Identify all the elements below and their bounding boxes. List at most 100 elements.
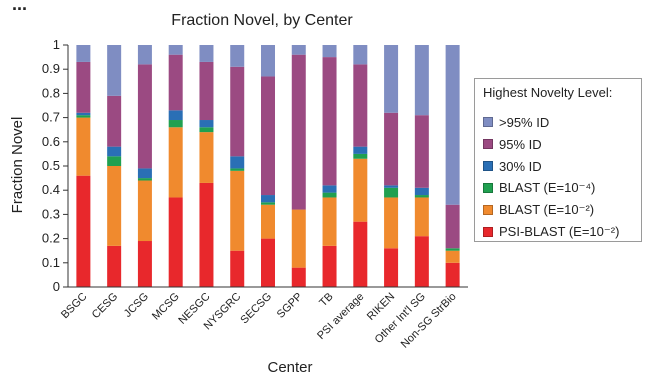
- bar-segment: [261, 195, 275, 203]
- bar-segment: [353, 64, 368, 147]
- bar-segment: [261, 76, 275, 196]
- bar-segment: [199, 120, 214, 128]
- x-tick-label: SGPP: [275, 291, 305, 321]
- y-tick-label: 0.3: [42, 206, 60, 221]
- x-tick-label: CESG: [90, 291, 121, 322]
- bar-segment: [168, 110, 183, 121]
- bar-segment: [322, 245, 337, 287]
- bar-segment: [414, 236, 429, 287]
- bar-segment: [137, 64, 152, 169]
- y-axis-label: Fraction Novel: [9, 117, 26, 214]
- bar-segment: [353, 146, 368, 154]
- legend-swatch: [483, 139, 493, 149]
- bar-segment: [414, 187, 429, 196]
- bar-segment: [199, 182, 214, 287]
- bar-segment: [107, 146, 122, 157]
- legend-label: BLAST (E=10⁻⁴): [499, 180, 596, 195]
- y-tick-label: 0.2: [42, 231, 60, 246]
- legend-item: PSI-BLAST (E=10⁻²): [483, 223, 619, 241]
- bar-segment: [230, 66, 245, 157]
- bar-segment: [107, 245, 122, 287]
- x-tick-label: Non-SG StrBio: [399, 291, 459, 351]
- legend-swatch: [483, 205, 493, 215]
- bar-segment: [291, 209, 306, 268]
- bar-segment: [168, 45, 183, 55]
- legend-item: 95% ID: [483, 135, 542, 153]
- legend-swatch: [483, 227, 493, 237]
- bar-segment: [322, 45, 337, 58]
- bar-segment: [199, 127, 214, 133]
- y-tick-label: 1: [53, 37, 60, 52]
- bar-segment: [230, 156, 245, 169]
- x-tick-label: JCSG: [122, 291, 151, 320]
- bar-segment: [384, 112, 399, 186]
- bar-segment: [322, 192, 337, 198]
- legend-label: BLAST (E=10⁻²): [499, 202, 595, 217]
- bar-segment: [353, 158, 368, 222]
- bar-segment: [261, 238, 275, 287]
- bar-segment: [445, 250, 460, 263]
- bar-segment: [384, 248, 399, 287]
- bar-segment: [168, 127, 183, 198]
- bar-segment: [76, 175, 91, 287]
- x-tick-label: SECSG: [238, 291, 274, 327]
- bar-segment: [445, 45, 460, 205]
- partial-header-text: ...: [12, 0, 27, 14]
- x-tick-label: BSGC: [59, 291, 90, 322]
- bar-segment: [199, 132, 214, 183]
- y-tick-label: 0.4: [42, 182, 60, 197]
- legend-item: >95% ID: [483, 113, 549, 131]
- legend-item: BLAST (E=10⁻²): [483, 201, 594, 219]
- bar-segment: [414, 197, 429, 237]
- x-axis-label: Center: [267, 359, 312, 376]
- bar-segment: [76, 112, 91, 116]
- bar-segment: [291, 45, 306, 55]
- bar-segment: [168, 120, 183, 128]
- bar-segment: [137, 241, 152, 287]
- bar-segment: [230, 168, 245, 171]
- legend: Highest Novelty Level: >95% ID 95% ID 30% …: [474, 78, 642, 242]
- legend-swatch: [483, 117, 493, 127]
- bar-segment: [414, 115, 429, 188]
- bar-segment: [137, 45, 152, 65]
- bar-segment: [107, 166, 122, 246]
- y-tick-label: 0.1: [42, 255, 60, 270]
- legend-swatch: [483, 161, 493, 171]
- bar-segment: [76, 115, 91, 118]
- bar-segment: [384, 187, 399, 198]
- legend-title: Highest Novelty Level:: [483, 85, 613, 100]
- bar-segment: [76, 45, 91, 62]
- bar-segment: [230, 170, 245, 251]
- bar-segment: [199, 45, 214, 62]
- bar-segment: [353, 153, 368, 159]
- legend-item: BLAST (E=10⁻⁴): [483, 179, 595, 197]
- bar-segment: [76, 61, 91, 113]
- bar-segment: [137, 178, 152, 181]
- bar-segment: [107, 156, 122, 166]
- bar-segment: [445, 248, 460, 251]
- bar-segment: [107, 95, 122, 147]
- bar-segment: [445, 262, 460, 287]
- legend-label: PSI-BLAST (E=10⁻²): [499, 224, 620, 239]
- legend-swatch: [483, 183, 493, 193]
- bar-segment: [261, 45, 275, 77]
- x-tick-label: TB: [317, 291, 335, 309]
- legend-label: 95% ID: [499, 136, 542, 152]
- y-tick-label: 0: [53, 279, 60, 294]
- y-tick-label: 0.8: [42, 85, 60, 100]
- bar-segment: [414, 45, 429, 116]
- bar-segment: [322, 185, 337, 193]
- bar-segment: [137, 180, 152, 242]
- bar-segment: [261, 204, 275, 239]
- bar-segment: [414, 195, 429, 198]
- bar-segment: [384, 45, 399, 113]
- bar-segment: [322, 197, 337, 246]
- bar-segment: [168, 54, 183, 111]
- legend-label: 30% ID: [499, 158, 542, 174]
- bar-segment: [353, 45, 368, 65]
- bar-segment: [168, 197, 183, 287]
- y-tick-label: 0.7: [42, 110, 60, 125]
- bar-segment: [322, 57, 337, 186]
- bar-segment: [384, 197, 399, 249]
- bar-segment: [107, 45, 122, 96]
